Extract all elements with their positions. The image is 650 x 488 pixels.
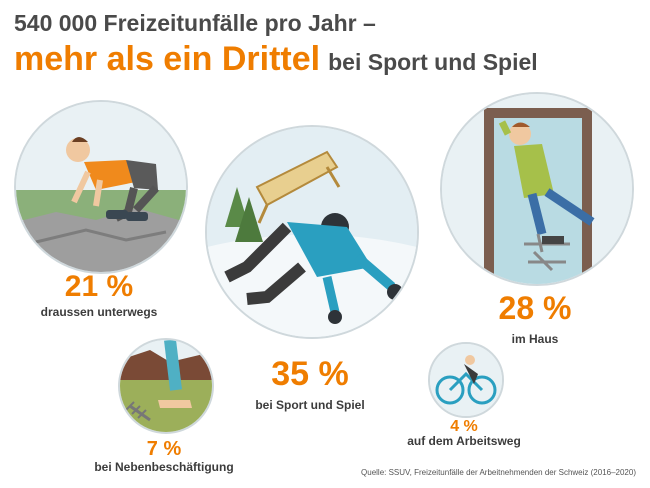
illustration-draussen <box>14 100 188 274</box>
hiker-illustration <box>16 102 186 272</box>
pct-nebenbeschaeftigung: 7 % <box>146 438 182 460</box>
label-haus: im Haus <box>511 332 559 346</box>
title-highlight: mehr als ein Drittel <box>14 40 321 78</box>
illustration-sport <box>205 125 419 339</box>
label-nebenbeschaeftigung: bei Nebenbeschäftigung <box>94 460 234 474</box>
illustration-arbeitsweg <box>428 342 504 418</box>
ladder-fall-illustration <box>442 94 632 284</box>
title-line-2: mehr als ein Drittel bei Sport und Spiel <box>14 40 538 79</box>
pct-draussen: 21 % <box>64 270 134 303</box>
title-rest: bei Sport und Spiel <box>328 49 538 75</box>
label-draussen: draussen unterwegs <box>40 305 158 319</box>
source-note: Quelle: SSUV, Freizeitunfälle der Arbeit… <box>361 468 636 477</box>
pct-sport: 35 % <box>271 355 349 393</box>
illustration-nebenbeschaeftigung <box>118 338 214 434</box>
label-arbeitsweg: auf dem Arbeitsweg <box>407 434 521 448</box>
pct-arbeitsweg: 4 % <box>450 418 478 435</box>
bike-illustration <box>430 344 502 416</box>
sledder-illustration <box>207 127 417 337</box>
title-line-1: 540 000 Freizeitunfälle pro Jahr – <box>14 10 376 36</box>
label-sport: bei Sport und Spiel <box>255 398 365 412</box>
pct-haus: 28 % <box>498 290 572 326</box>
illustration-haus <box>440 92 634 286</box>
rake-illustration <box>120 340 212 432</box>
